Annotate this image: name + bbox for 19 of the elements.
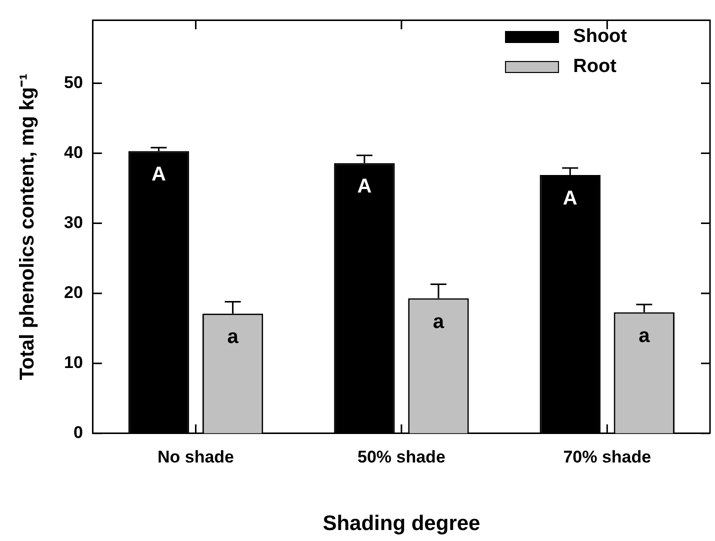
annotation: A: [152, 164, 166, 186]
annotation: A: [357, 176, 372, 198]
x-tick-label: 70% shade: [563, 447, 652, 466]
y-tick-label: 40: [64, 142, 83, 162]
annotation: a: [638, 324, 651, 347]
y-tick-label: 20: [64, 283, 83, 302]
y-tick-label: 10: [64, 353, 83, 372]
annotation: A: [562, 187, 578, 210]
legend-label: Root: [573, 56, 616, 78]
legend-label: Shoot: [573, 26, 627, 48]
x-axis-title: Shading degree: [322, 512, 480, 536]
x-tick-label: 50% shade: [358, 447, 446, 466]
y-tick-label: 30: [64, 212, 83, 232]
annotation: a: [227, 326, 240, 348]
y-tick-label: 50: [64, 72, 83, 92]
y-tick-label: 0: [73, 423, 83, 442]
annotation: a: [432, 310, 445, 333]
y-axis-title: Total phenolics content, mg kg⁻¹: [16, 73, 39, 380]
x-tick-label: No shade: [157, 447, 234, 466]
